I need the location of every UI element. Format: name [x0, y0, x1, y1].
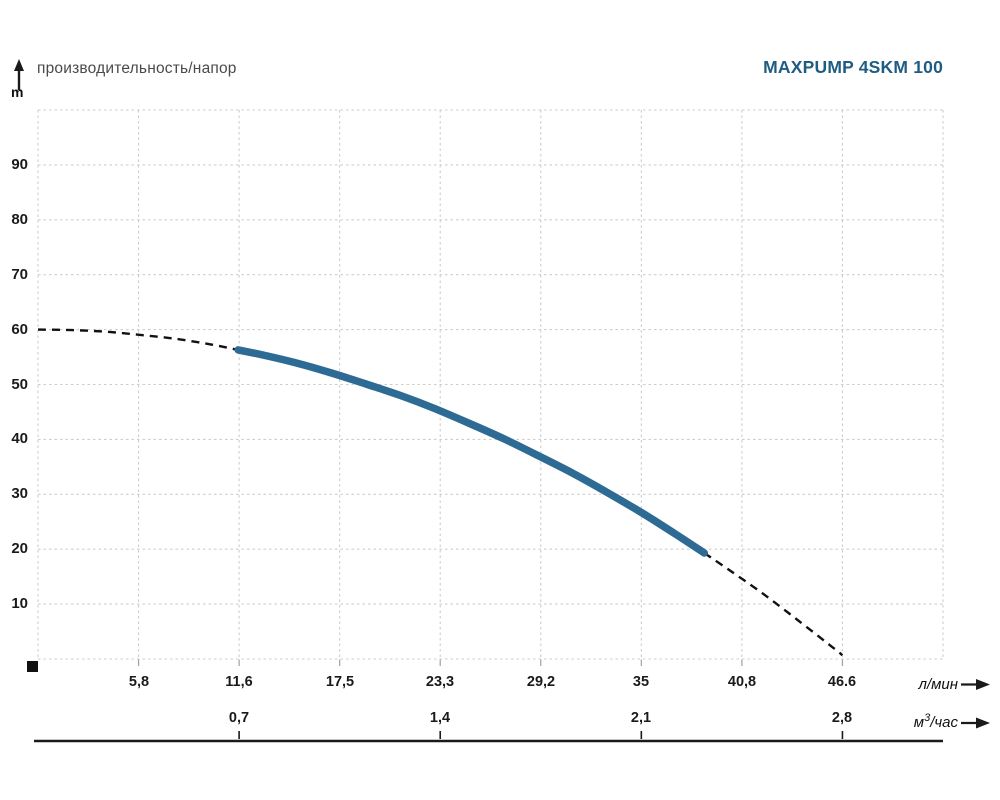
- lmin-tick-label: 35: [632, 674, 650, 690]
- m3h-axis-arrow-head: [976, 717, 990, 729]
- y-tick-label: 70: [11, 266, 28, 283]
- y-axis-unit-label: m: [11, 84, 24, 100]
- m3h-tick-label: 2,8: [831, 710, 853, 726]
- lmin-unit-label: л/мин: [918, 676, 958, 693]
- origin-marker: [27, 661, 38, 672]
- pump-model-title: MAXPUMP 4SKM 100: [763, 57, 943, 77]
- head-curve-dashed-right: [703, 552, 844, 657]
- m3h-unit-base: м: [913, 714, 925, 731]
- y-axis-arrow-head: [14, 59, 24, 71]
- y-tick-label: 50: [11, 376, 28, 393]
- lmin-tick-label: 17,5: [325, 674, 355, 690]
- chart-title: производительность/напор: [37, 60, 237, 77]
- head-curve-solid: [234, 346, 709, 557]
- y-tick-label: 60: [11, 321, 28, 338]
- lmin-tick-label: 40,8: [727, 674, 757, 690]
- y-tick-label: 80: [11, 211, 28, 228]
- lmin-tick-label: 5,8: [128, 674, 150, 690]
- m3h-unit-label: м3/час: [858, 712, 958, 731]
- head-curve-dashed-left: [37, 328, 239, 352]
- m3h-tick-label: 0,7: [228, 710, 250, 726]
- y-tick-label: 30: [11, 485, 28, 502]
- y-tick-label: 40: [11, 430, 28, 447]
- lmin-tick-label: 29,2: [526, 674, 556, 690]
- lmin-tick-label: 46.6: [827, 674, 857, 690]
- m3h-tick-label: 1,4: [429, 710, 451, 726]
- y-tick-label: 20: [11, 540, 28, 557]
- m3h-unit-superscript: 3: [924, 712, 931, 724]
- y-tick-label: 90: [11, 156, 28, 173]
- m3h-unit-rest: /час: [930, 714, 958, 731]
- lmin-tick-label: 11,6: [225, 674, 253, 690]
- m3h-tick-label: 2,1: [630, 710, 652, 726]
- y-tick-label: 10: [11, 595, 28, 612]
- lmin-axis-arrow-head: [976, 679, 990, 690]
- lmin-tick-label: 23,3: [425, 674, 455, 690]
